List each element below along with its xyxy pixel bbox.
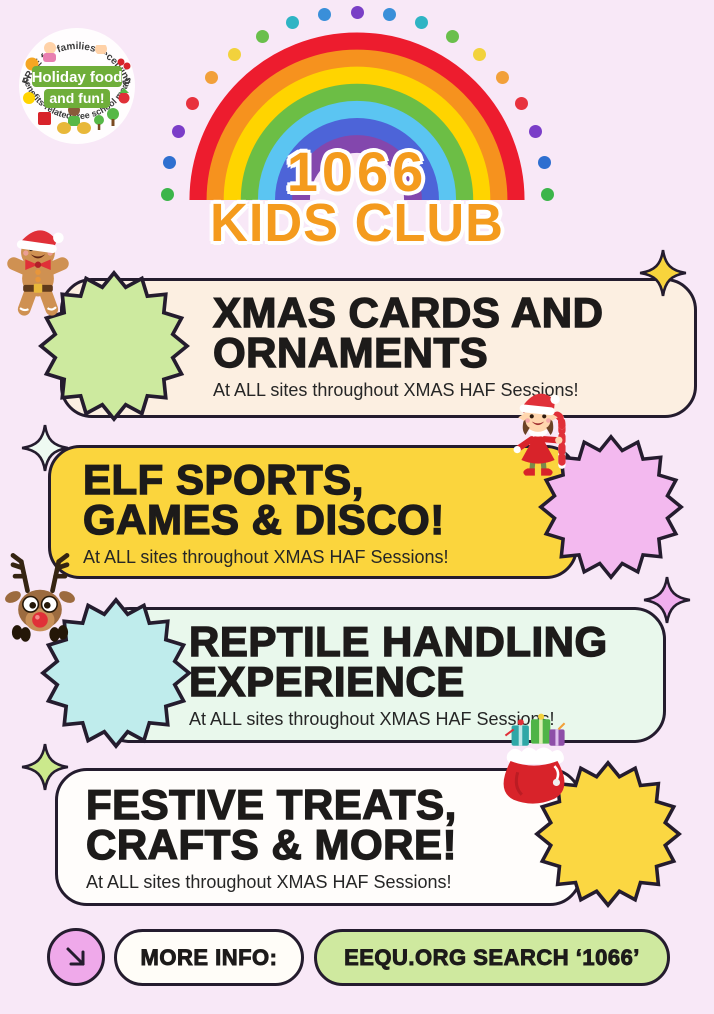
decor-dot [496, 70, 510, 84]
card-elf-sports: ELF SPORTS, GAMES & DISCO! At ALL sites … [48, 445, 578, 579]
decor-dot [515, 96, 529, 110]
santa-sack-burst [503, 713, 682, 908]
card-elf-subtitle: At ALL sites throughout XMAS HAF Session… [83, 546, 449, 567]
decor-dot [255, 29, 269, 43]
decor-dot [171, 125, 185, 139]
sparkle-icon [21, 743, 69, 791]
elf-burst [513, 393, 684, 580]
gingerbread-man-icon [7, 230, 69, 316]
card-xmas-title: XMAS CARDS AND ORNAMENTS [212, 289, 604, 376]
elf-girl-icon [513, 393, 566, 476]
arrow-button[interactable] [47, 928, 105, 986]
logo-badge-2 [44, 89, 110, 108]
rainbow-icon [189, 32, 525, 200]
decor-dot [228, 48, 242, 62]
logo-badge-2-text: and fun! [49, 90, 104, 106]
decor-dot [350, 5, 364, 19]
decor-dot [204, 70, 218, 84]
reindeer-icon [5, 553, 75, 642]
card-festive-title: FESTIVE TREATS, CRAFTS & MORE! [85, 781, 457, 868]
card-reptile-title: REPTILE HANDLING EXPERIENCE [188, 618, 608, 705]
decor-dot [472, 48, 486, 62]
decor-dot [540, 187, 554, 201]
logo-badge-1 [32, 66, 122, 87]
gingerbread-burst [7, 230, 190, 422]
card-elf-title: ELF SPORTS, GAMES & DISCO! [82, 456, 445, 543]
decor-dot [163, 155, 177, 169]
decor-dot [529, 125, 543, 139]
title-1066: 1066 [286, 140, 428, 203]
eequ-search-button[interactable]: EEQU.ORG SEARCH ‘1066’ [314, 929, 670, 986]
more-info-button[interactable]: MORE INFO: [114, 929, 304, 986]
sparkle-icon [639, 249, 687, 297]
title-kids-club: KIDS CLUB [210, 193, 504, 253]
decor-dot [160, 187, 174, 201]
sparkle-icon [643, 576, 691, 624]
arrow-down-right-icon [66, 947, 85, 966]
holiday-food-and-fun-logo: FREE for families receiving benefits-rel… [19, 28, 135, 144]
decor-dot [537, 155, 551, 169]
logo-badge-1-text: Holiday food [32, 69, 123, 86]
card-festive-subtitle: At ALL sites throughout XMAS HAF Session… [86, 871, 452, 892]
decor-dot [383, 8, 397, 22]
card-festive-treats: FESTIVE TREATS, CRAFTS & MORE! At ALL si… [55, 768, 582, 906]
decor-dot [445, 29, 459, 43]
reindeer-burst [5, 553, 192, 749]
decor-dot [185, 96, 199, 110]
decor-dot [285, 16, 299, 30]
card-reptile-subtitle: At ALL sites throughout XMAS HAF Session… [189, 708, 555, 729]
santa-sack-icon [503, 713, 566, 804]
more-info-label: MORE INFO: [140, 944, 278, 970]
decor-dot [317, 8, 331, 22]
sparkle-icon [21, 424, 69, 472]
eequ-search-label: EEQU.ORG SEARCH ‘1066’ [344, 944, 640, 970]
card-xmas-subtitle: At ALL sites throughout XMAS HAF Session… [213, 379, 579, 400]
decor-dot [415, 16, 429, 30]
rainbow-dots [0, 0, 714, 220]
